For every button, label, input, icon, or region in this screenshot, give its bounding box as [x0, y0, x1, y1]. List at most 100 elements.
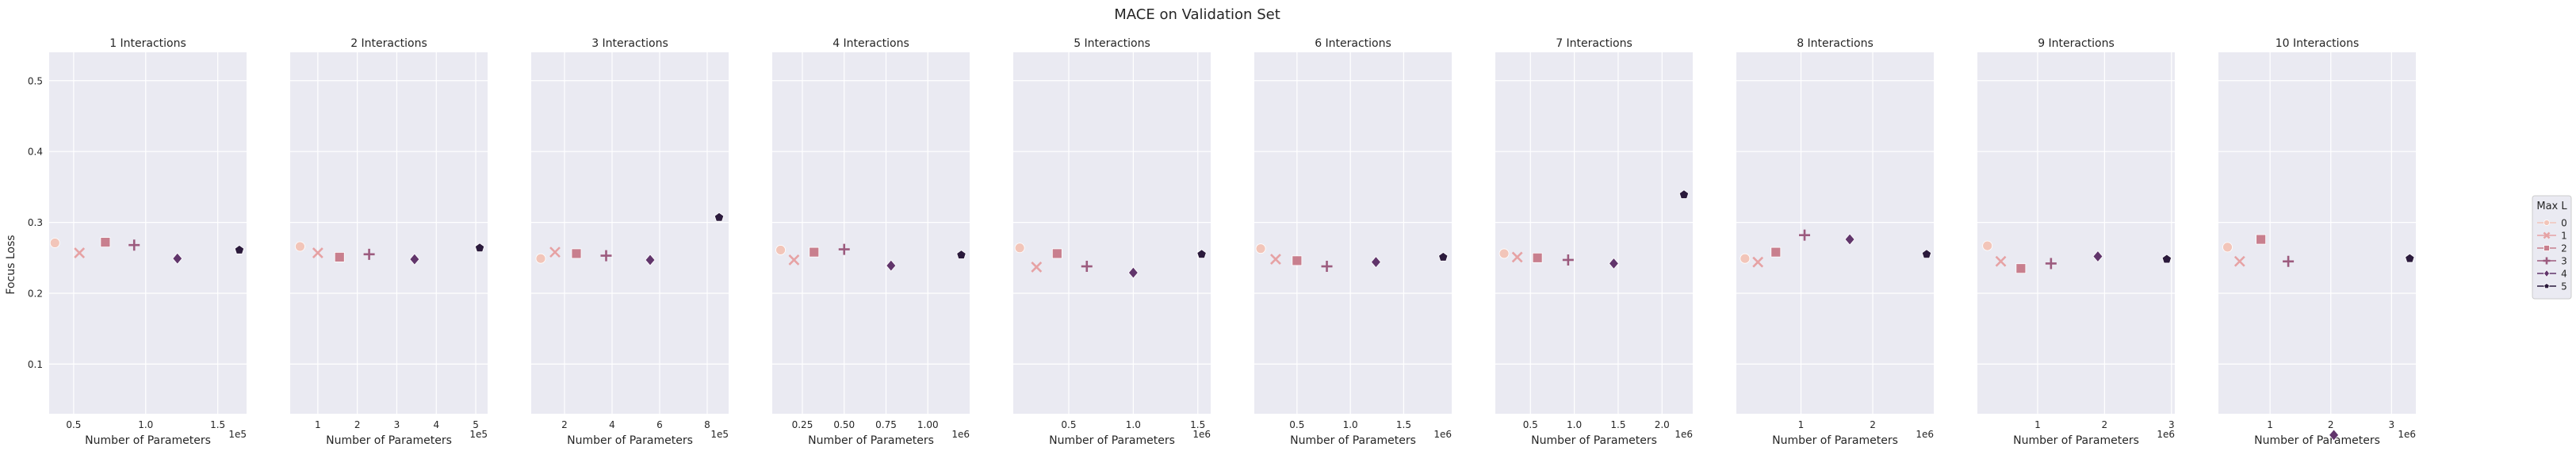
data-point-maxl-5 — [1196, 249, 1207, 259]
data-point-maxl-4 — [2092, 250, 2103, 263]
plot-area — [1736, 52, 1934, 414]
plot-area — [290, 52, 488, 414]
x-tick-label: 0.50 — [833, 419, 855, 430]
x-tick-label: 1.0 — [1343, 419, 1358, 430]
subplot-title: 4 Interactions — [833, 37, 909, 50]
plot-area — [2218, 52, 2416, 414]
x-tick-label: 2.0 — [1655, 419, 1670, 430]
x-axis-label: Number of Parameters — [85, 434, 211, 447]
plot-area — [531, 52, 729, 414]
legend-label: 0 — [2561, 218, 2567, 229]
data-point-maxl-2 — [809, 246, 820, 258]
data-point-maxl-4 — [886, 259, 897, 272]
data-point-maxl-3 — [600, 250, 612, 262]
data-point-maxl-4 — [172, 252, 183, 265]
subplot-title: 1 Interactions — [109, 37, 186, 50]
data-point-maxl-0 — [295, 241, 305, 252]
data-point-maxl-1 — [788, 254, 800, 266]
x-tick-label: 1.00 — [917, 419, 939, 430]
data-point-maxl-2 — [1532, 252, 1543, 263]
x-tick-label: 1 — [2034, 419, 2041, 430]
x-offset-label: 1e5 — [469, 429, 488, 440]
x-axis-label: Number of Parameters — [567, 434, 693, 447]
x-tick-label: 0.5 — [1289, 419, 1304, 430]
legend-marker — [2543, 245, 2550, 251]
legend-marker — [2543, 283, 2550, 289]
legend-entry-0: 0 — [2537, 218, 2567, 229]
x-offset-label: 1e5 — [710, 429, 729, 440]
data-point-maxl-2 — [571, 248, 582, 259]
x-offset-label: 1e5 — [228, 429, 247, 440]
legend-entry-1: 1 — [2537, 231, 2567, 242]
data-point-maxl-2 — [2015, 263, 2027, 274]
x-tick-label: 1 — [315, 419, 321, 430]
legend-marker — [2543, 269, 2551, 278]
data-point-maxl-2 — [1292, 255, 1303, 266]
subplot-6: 0.5 1.0 1.5 6 Interactions Number of Paramet… — [1254, 37, 1452, 447]
x-tick-label: 0.5 — [1523, 419, 1538, 430]
data-point-maxl-1 — [74, 247, 86, 258]
subplot-8: 1 2 8 Interactions Number of Parameters 1e6 — [1736, 37, 1934, 447]
data-point-maxl-3 — [2283, 255, 2295, 267]
x-tick-label: 1.5 — [1190, 419, 1205, 430]
x-tick-label: 3 — [394, 419, 400, 430]
legend-label: 2 — [2561, 243, 2567, 254]
x-tick-label: 2 — [561, 419, 568, 430]
data-point-maxl-1 — [1270, 254, 1281, 266]
x-tick-label: 0.25 — [792, 419, 813, 430]
plot-area — [1254, 52, 1452, 414]
plot-area — [1013, 52, 1211, 414]
data-point-maxl-1 — [1031, 261, 1043, 273]
subplot-9: 1 2 3 9 Interactions Number of Parameters 1e6 — [1977, 37, 2175, 447]
subplot-title: 7 Interactions — [1556, 37, 1632, 50]
x-tick-label: 4 — [433, 419, 439, 430]
data-point-maxl-5 — [2405, 253, 2415, 263]
y-axis-label: Focus Loss — [5, 235, 17, 294]
x-tick-label: 2 — [354, 419, 361, 430]
subplot-5: 0.5 1.0 1.5 5 Interactions Number of Paramet… — [1013, 37, 1211, 447]
y-tick-label: 0.2 — [28, 288, 43, 300]
subplot-1: 0.1 0.2 0.3 0.4 0.5 0.5 1.0 1.5 1 Interactions Nu… — [28, 37, 247, 447]
legend-label: 5 — [2561, 281, 2567, 292]
x-offset-label: 1e6 — [1675, 429, 1693, 440]
data-point-maxl-0 — [1740, 253, 1751, 264]
y-tick-label: 0.3 — [28, 217, 43, 228]
data-point-maxl-4 — [1370, 256, 1381, 269]
x-offset-label: 1e6 — [1916, 429, 1934, 440]
data-point-maxl-3 — [2045, 258, 2057, 269]
legend-entry-4: 4 — [2537, 269, 2567, 280]
x-tick-label: 1.0 — [1567, 419, 1582, 430]
x-tick-label: 0.75 — [875, 419, 897, 430]
x-tick-label: 1 — [1798, 419, 1805, 430]
x-offset-label: 1e6 — [2157, 429, 2175, 440]
data-point-maxl-4 — [1844, 233, 1855, 246]
x-tick-label: 0.5 — [66, 419, 81, 430]
x-offset-label: 1e6 — [2398, 429, 2416, 440]
legend-marker — [2543, 231, 2551, 239]
data-point-maxl-3 — [1562, 254, 1574, 266]
x-tick-label: 1.5 — [1610, 419, 1625, 430]
subplot-title: 9 Interactions — [2038, 37, 2115, 50]
x-tick-label: 1.0 — [138, 419, 153, 430]
data-point-maxl-4 — [1608, 257, 1619, 270]
subplot-title: 8 Interactions — [1797, 37, 1874, 50]
data-point-maxl-3 — [363, 248, 375, 260]
subplot-title: 5 Interactions — [1074, 37, 1150, 50]
legend-marker — [2543, 220, 2550, 226]
data-point-maxl-2 — [2256, 234, 2267, 245]
x-tick-label: 4 — [609, 419, 615, 430]
x-offset-label: 1e6 — [1192, 429, 1211, 440]
x-axis-label: Number of Parameters — [326, 434, 452, 447]
data-point-maxl-0 — [1982, 240, 1993, 251]
data-point-maxl-0 — [1499, 248, 1510, 259]
x-tick-label: 1.5 — [210, 419, 225, 430]
data-point-maxl-2 — [334, 251, 345, 262]
data-point-maxl-3 — [1321, 261, 1333, 273]
data-point-maxl-5 — [1438, 251, 1449, 262]
data-point-maxl-4 — [1127, 266, 1139, 279]
x-offset-label: 1e6 — [1433, 429, 1452, 440]
x-tick-label: 2 — [2102, 419, 2108, 430]
x-axis-label: Number of Parameters — [1531, 434, 1657, 447]
